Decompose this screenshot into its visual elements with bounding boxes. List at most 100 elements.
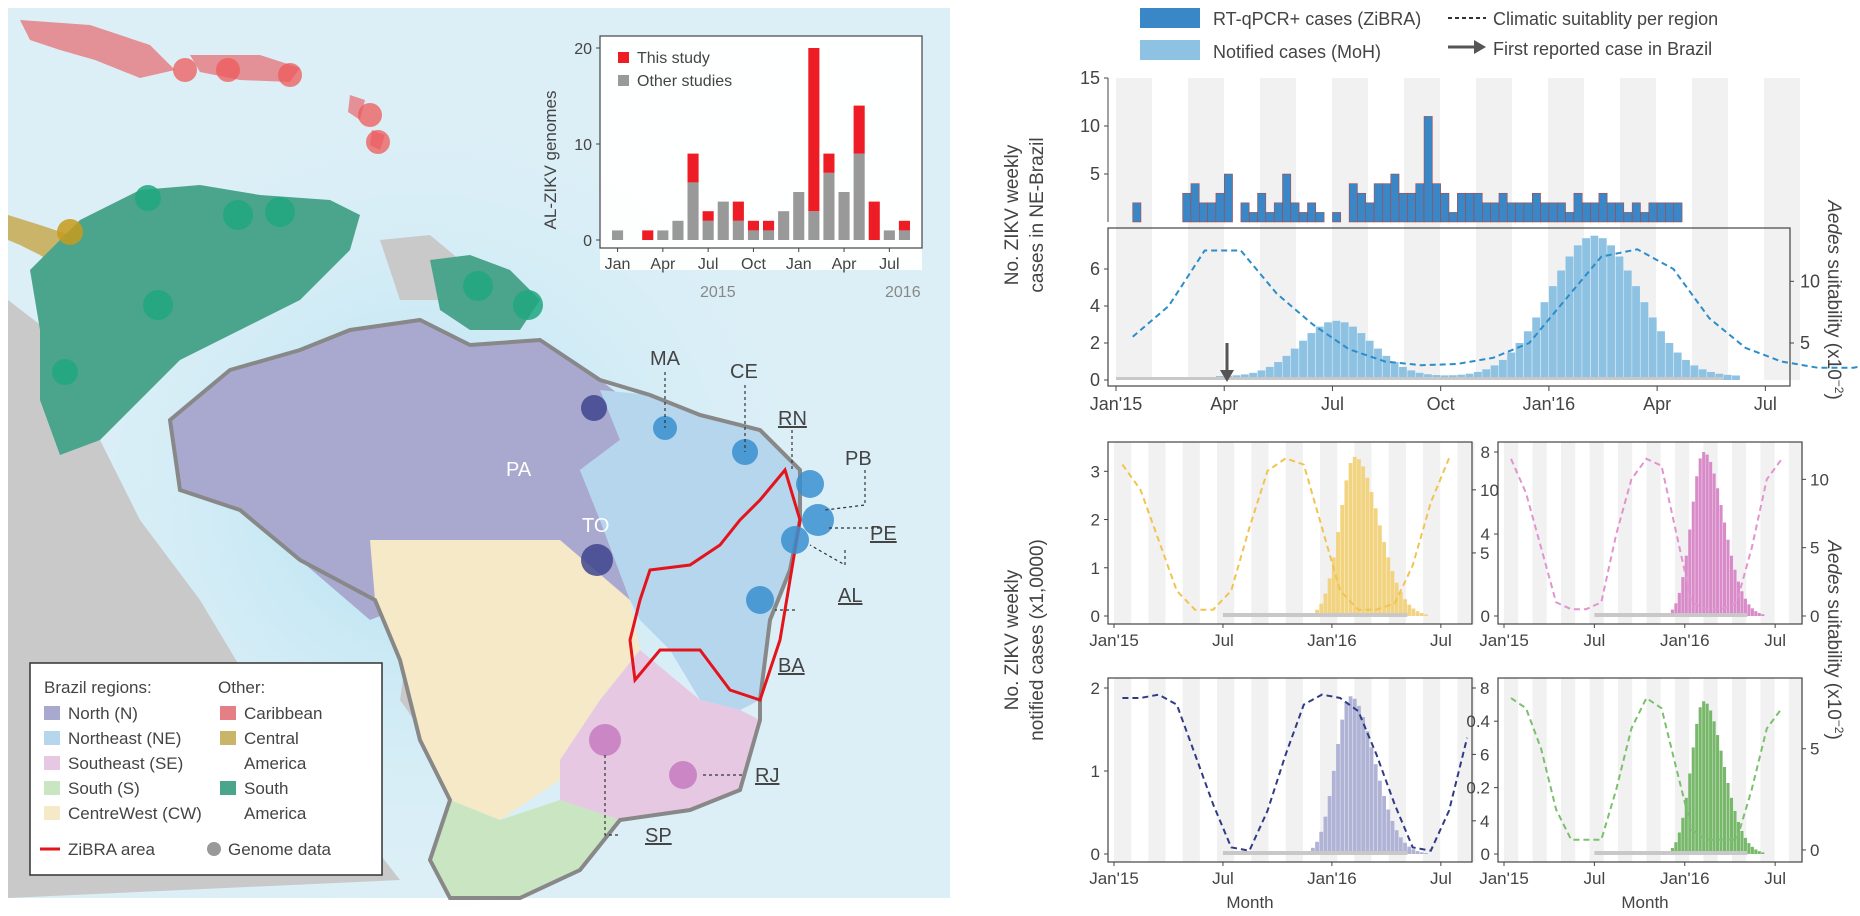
regional-xtick-label: Jul [1764,869,1786,888]
regional-bar [1378,525,1382,616]
ne-xtick-label: Jul [1321,394,1344,414]
genome-dot [278,63,302,87]
ne-rtqpcr-bar [1482,202,1491,223]
regional-bar [1736,581,1740,616]
legend-swatch-north [44,706,60,720]
inset-bar-other [823,172,835,240]
regional-ytick-label: 3 [1091,462,1100,481]
ne-rtqpcr-bar [1215,192,1225,223]
genome-dot [265,197,295,227]
ne-moh-bar [1657,331,1665,380]
ne-rtqpcr-bar [1457,192,1466,223]
label-ma: MA [650,348,681,370]
ne-rtqpcr-bar [1265,212,1275,223]
inset-bar-this [702,211,714,221]
ne-rtqpcr-bar [1223,173,1233,223]
month-shade [1114,442,1132,624]
inset-bar-other [702,220,714,240]
regional-bar [1357,459,1361,616]
legend-caribbean: Caribbean [244,704,322,723]
regional-bar [1411,608,1416,616]
ne-moh-bar [1673,352,1682,380]
month-shade [1285,678,1303,862]
regional-y2tick-label: 5 [1480,544,1489,563]
genome-dot [135,185,161,211]
regional-bar [1688,529,1692,616]
ne-rtqpcr-bars [1132,116,1683,223]
regional-bar [1373,508,1378,616]
month-shade [1404,78,1440,380]
regional-ytick-label: 1 [1091,559,1100,578]
region-labels: PA TO MA CE RN PB PE AL BA RJ SP [506,348,897,847]
ne-moh-bar [1732,375,1740,380]
brazil-border [167,317,802,900]
regional-bar [1407,604,1412,616]
regional-bar [1695,476,1699,616]
ne-rtqpcr-bar [1548,202,1558,223]
month-shade [1617,442,1633,624]
regional-bar [1319,603,1324,616]
regional-bar [1743,837,1747,854]
ne-moh-bar [1465,373,1474,380]
regional-bar [1736,821,1740,854]
regional-bar [1403,599,1407,616]
inset-bar-other [778,211,790,240]
ne-rtqpcr-bar [1190,183,1200,223]
ne-rtqpcr-bar [1590,202,1600,223]
ne-rtqpcr-bar [1523,202,1533,223]
inset-bar-this [732,201,744,221]
ne-rtqpcr-bar [1282,173,1292,223]
ne-moh-bar [1607,245,1615,380]
regional-bar [1747,604,1751,616]
inset-xtick-label: Apr [650,256,676,273]
regional-bar [1365,477,1370,616]
regional-bar [1684,797,1688,854]
regional-bar [1415,611,1420,616]
map-legend: Brazil regions: Other: North (N) Northea… [29,662,383,876]
ne-moh-bar [1307,333,1316,380]
regional-bar [1319,831,1324,854]
ne-rtqpcr-bar [1640,212,1650,223]
inset-xtick-label: Jul [698,256,718,273]
month-shade [1260,78,1296,380]
regional-bar [1390,571,1395,616]
regional-bar [1403,842,1407,854]
inset-bar-other [657,230,669,240]
regional-bar [1348,696,1353,854]
inset-bar-this [808,48,820,212]
inset-xtick-label: Apr [832,256,858,273]
ne-xtick-label: Apr [1210,394,1238,414]
regional-xtick-label: Jan'15 [1479,869,1529,888]
regional-bar [1674,603,1678,616]
regional-bar [1719,750,1723,854]
genome-dot [143,290,173,320]
ne-moh-bar [1390,362,1399,380]
regional-xtick-label: Jul [1430,869,1452,888]
legend-suit: Climatic suitablity per region [1493,9,1718,29]
ne-rtqpcr-bar [1507,202,1516,223]
regional-bar [1729,797,1734,854]
ne-moh-bar [1598,238,1607,380]
regional-bar [1726,782,1730,854]
label-pe: PE [870,523,897,545]
regional-bar [1761,614,1765,616]
map-legend-box [29,662,383,876]
inset-bar-other [732,220,744,240]
regional-suitability-line [1510,696,1783,841]
legend-arrow: First reported case in Brazil [1493,39,1712,59]
ne-moh-bar [1399,366,1407,380]
label-pa: PA [506,459,532,481]
legend-swatch-caribbean [220,706,236,720]
ne-rtqpcr-bar [1448,212,1458,223]
regional-bar [1361,716,1366,854]
genome-dot [57,219,83,245]
regional-bar [1698,458,1702,616]
ne-moh-bar [1565,256,1574,380]
regional-bar [1709,461,1713,616]
regional-suitability-line [1122,693,1469,852]
regional-xtick-label: Jul [1584,631,1606,650]
genome-dot [781,526,809,554]
regional-ytick-label: 0.4 [1466,712,1490,731]
ne-xtick-label: Apr [1643,394,1671,414]
